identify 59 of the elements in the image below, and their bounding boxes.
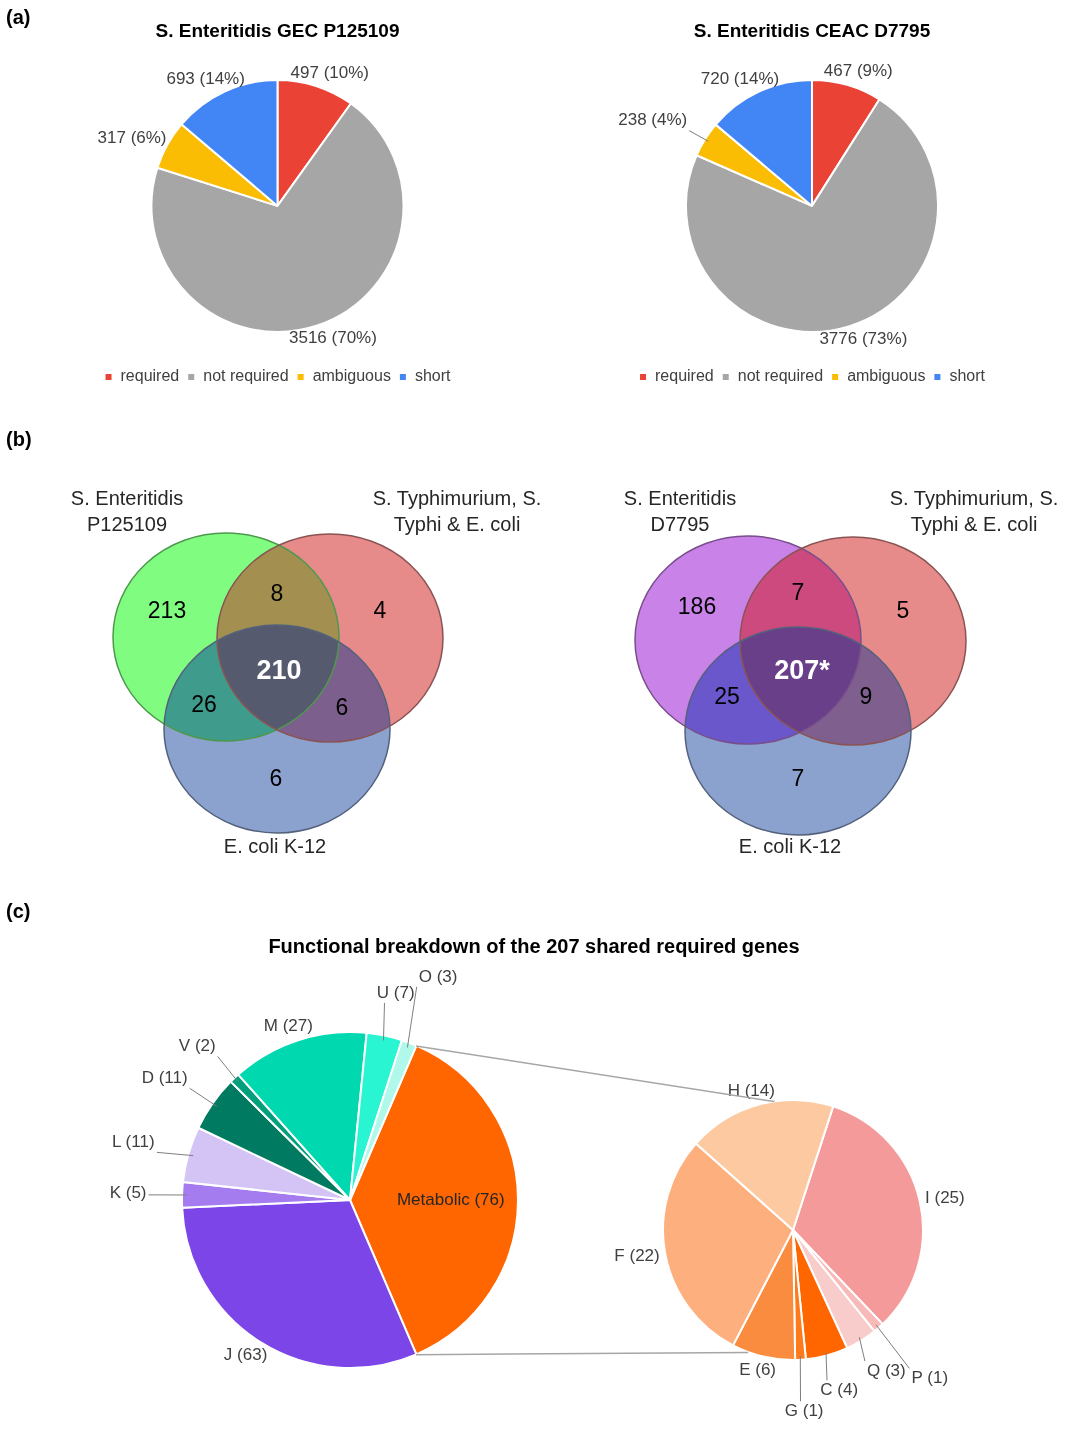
slice-label: F (22) — [614, 1245, 660, 1265]
slice-label: U (7) — [376, 982, 415, 1002]
slice-label: K (5) — [109, 1183, 147, 1203]
slice-label: H (14) — [727, 1080, 775, 1100]
text: 8 — [269, 579, 285, 608]
legend-label: ambiguous — [847, 367, 926, 385]
text: (b) — [6, 427, 33, 452]
slice-label: E (6) — [739, 1359, 777, 1379]
text: S. Enteritidis D7795 — [622, 486, 738, 537]
legend-label: ambiguous — [312, 367, 391, 385]
text: (c) — [6, 900, 31, 923]
text: S. Enteritidis P125109 — [69, 486, 185, 537]
text: 207* — [773, 655, 831, 685]
text: S. Typhimurium, S. Typhi & E. coli — [889, 486, 1059, 537]
legend-label: required — [120, 367, 180, 385]
text: E. coli K-12 — [222, 834, 328, 859]
chart-title: S. Enteritidis GEC P125109 — [155, 19, 400, 41]
legend-label: required — [655, 367, 714, 385]
text: 9 — [859, 683, 873, 709]
text: E. coli K-12 — [737, 834, 843, 859]
slice-label: M (27) — [263, 1015, 313, 1035]
slice-label: V (2) — [178, 1036, 216, 1056]
slice-label: D (11) — [141, 1067, 188, 1087]
legend-label: short — [414, 367, 452, 385]
data-label: 317 (6%) — [97, 127, 167, 147]
text: 7 — [790, 578, 806, 607]
legend-label: not required — [737, 367, 824, 385]
text: 213 — [146, 596, 188, 625]
legend-label: short — [949, 367, 986, 385]
text: 7 — [790, 764, 806, 793]
slice-label: G (1) — [784, 1400, 824, 1420]
text: 186 — [676, 592, 718, 621]
text: 4 — [372, 596, 388, 625]
slice-label: C (4) — [820, 1379, 859, 1399]
chart-title: S. Enteritidis CEAC D7795 — [693, 19, 931, 41]
slice-label: L (11) — [112, 1132, 155, 1152]
data-label: 693 (14%) — [166, 68, 245, 88]
text: 6 — [334, 693, 350, 722]
slice-label: Metabolic (76) — [396, 1189, 505, 1209]
text: 6 — [268, 764, 284, 793]
data-label: 467 (9%) — [823, 61, 893, 81]
slice-label: Q (3) — [866, 1360, 906, 1380]
slice-label: P (1) — [911, 1368, 949, 1388]
slice-label: I (25) — [925, 1187, 965, 1207]
text: 210 — [255, 655, 303, 685]
data-label: 3516 (70%) — [288, 328, 377, 348]
chart-title: Functional breakdown of the 207 shared required genes — [267, 935, 801, 958]
slice-label: J (63) — [223, 1344, 268, 1364]
text: (a) — [6, 6, 31, 29]
legend-label: not required — [203, 367, 289, 385]
text: 5 — [895, 596, 911, 625]
text: 26 — [190, 690, 218, 719]
data-label: 3776 (73%) — [819, 329, 908, 349]
text: S. Typhimurium, S. Typhi & E. coli — [372, 486, 542, 537]
text: 25 — [713, 682, 741, 711]
data-label: 720 (14%) — [700, 68, 780, 88]
slice-label: O (3) — [418, 966, 458, 986]
data-label: 238 (4%) — [618, 110, 688, 130]
data-label: 497 (10%) — [290, 62, 370, 82]
